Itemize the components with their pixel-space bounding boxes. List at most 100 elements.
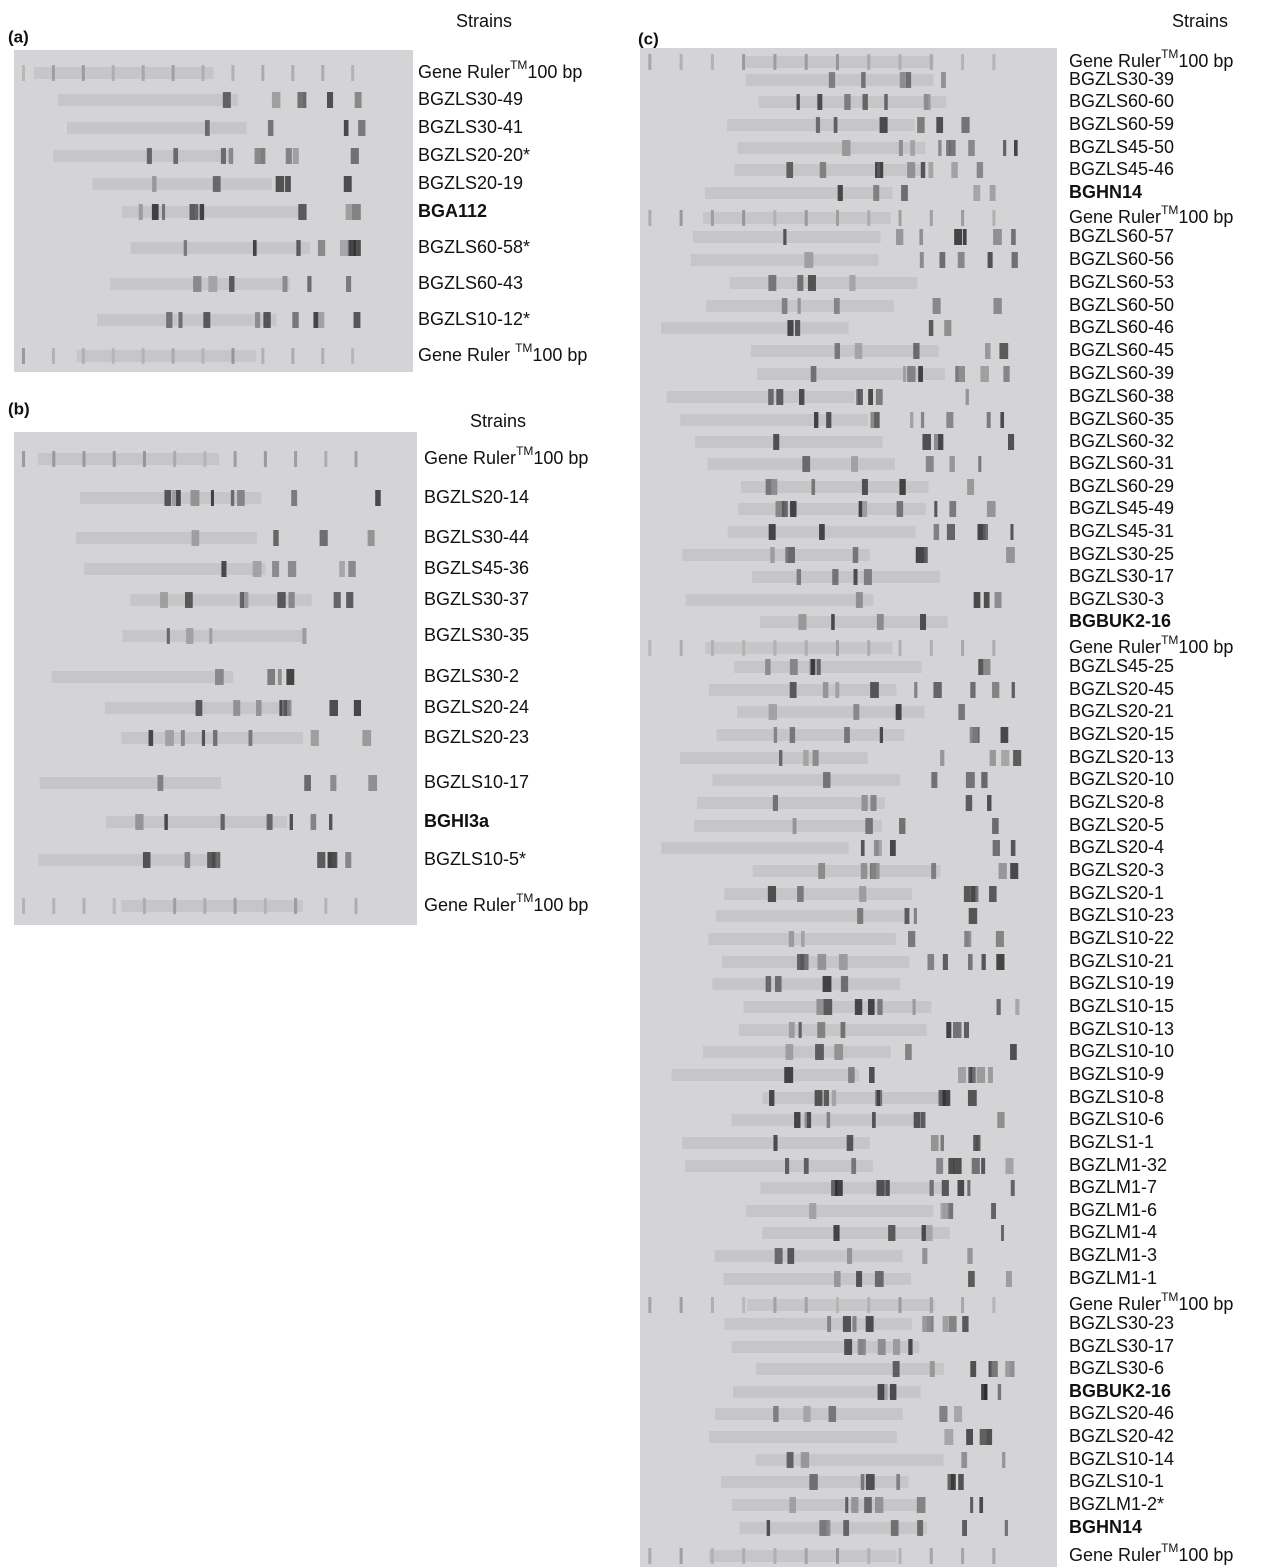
band (1010, 840, 1016, 856)
lane-label-text: BGZLS10-9 (1069, 1064, 1164, 1084)
band (256, 700, 262, 716)
lane-label: BGZLS30-23 (1069, 1313, 1174, 1333)
band (785, 1044, 794, 1060)
band (152, 176, 157, 192)
band (907, 162, 916, 178)
band (840, 1022, 846, 1038)
band (825, 1520, 831, 1536)
band (804, 640, 808, 656)
lane-label: BGZLM1-3 (1069, 1245, 1157, 1265)
band (333, 592, 341, 608)
band (970, 886, 978, 902)
band (287, 561, 297, 577)
band (946, 412, 954, 428)
band (1010, 1044, 1017, 1060)
lane-label: BGZLS10-15 (1069, 996, 1174, 1016)
band (773, 1135, 778, 1151)
lane-label-text: BGZLM1-32 (1069, 1155, 1167, 1175)
band (879, 727, 884, 743)
lane-label-text: BGZLS1-1 (1069, 1132, 1154, 1152)
lane-label-text: BGZLM1-7 (1069, 1177, 1157, 1197)
band (929, 1180, 934, 1196)
band (803, 1406, 811, 1422)
band (789, 682, 797, 698)
lane-label: BGZLS20-13 (1069, 747, 1174, 767)
band (184, 852, 191, 868)
band (987, 795, 992, 811)
band (141, 65, 145, 81)
lane-label: BGZLS60-32 (1069, 431, 1174, 451)
band (353, 312, 361, 328)
band (804, 210, 808, 226)
lane-label-text: BGZLS60-60 (1069, 91, 1174, 111)
lane-label-text: BGZLS10-22 (1069, 928, 1174, 948)
band (142, 451, 146, 467)
band (1002, 1452, 1006, 1468)
lane-label-text: BGZLS45-25 (1069, 656, 1174, 676)
lane-label-text: BGHN14 (1069, 1517, 1142, 1537)
band (201, 348, 205, 364)
band (853, 569, 858, 585)
lane-smear (724, 888, 912, 900)
lane-label: Gene RulerTM100 bp (1069, 1290, 1233, 1314)
band (1011, 229, 1016, 245)
band (267, 669, 276, 685)
band (180, 730, 185, 746)
lane-smear (750, 345, 939, 357)
band (814, 1090, 823, 1106)
band (203, 312, 211, 328)
band (794, 1112, 801, 1128)
band (176, 490, 181, 506)
band (934, 501, 938, 517)
lane-smear (762, 1227, 951, 1239)
lane-label: BGZLS20-3 (1069, 860, 1164, 880)
band (930, 1135, 939, 1151)
band (783, 229, 787, 245)
band (989, 886, 997, 902)
band (817, 1022, 826, 1038)
band (962, 1316, 969, 1332)
band (921, 547, 928, 563)
band (968, 1067, 973, 1083)
band (710, 1297, 714, 1313)
band (994, 592, 1002, 608)
band (321, 65, 325, 81)
band (932, 298, 941, 314)
band (21, 348, 25, 364)
band (957, 252, 965, 268)
lane-label-text: BGZLS20-21 (1069, 701, 1174, 721)
band (768, 389, 774, 405)
band (82, 898, 86, 914)
lane-label: BGZLS30-41 (418, 117, 523, 137)
lane-smear (690, 254, 879, 266)
lane-label-text: BGZLS10-8 (1069, 1087, 1164, 1107)
band (852, 1316, 857, 1332)
band (279, 700, 283, 716)
lane-smear (758, 96, 947, 108)
lane-smear (714, 1250, 903, 1262)
band (822, 682, 829, 698)
band (255, 312, 261, 328)
lane-smear (58, 94, 238, 106)
band (296, 240, 301, 256)
band (834, 1044, 844, 1060)
band (220, 148, 226, 164)
band (899, 479, 906, 495)
band (811, 479, 816, 495)
column-header: Strains (1172, 11, 1228, 31)
band (940, 1203, 949, 1219)
band (679, 54, 683, 70)
lane-label: Gene RulerTM100 bp (424, 891, 588, 915)
band (347, 240, 356, 256)
band (351, 65, 355, 81)
lane-label: BGZLM1-4 (1069, 1222, 1157, 1242)
band (982, 659, 991, 675)
band (819, 1520, 828, 1536)
lane-smear (745, 74, 934, 86)
band (914, 682, 918, 698)
band (788, 931, 795, 947)
lane-label-text: Gene Ruler (1069, 1294, 1161, 1314)
lane-label: BGZLM1-1 (1069, 1268, 1157, 1288)
band (351, 348, 355, 364)
